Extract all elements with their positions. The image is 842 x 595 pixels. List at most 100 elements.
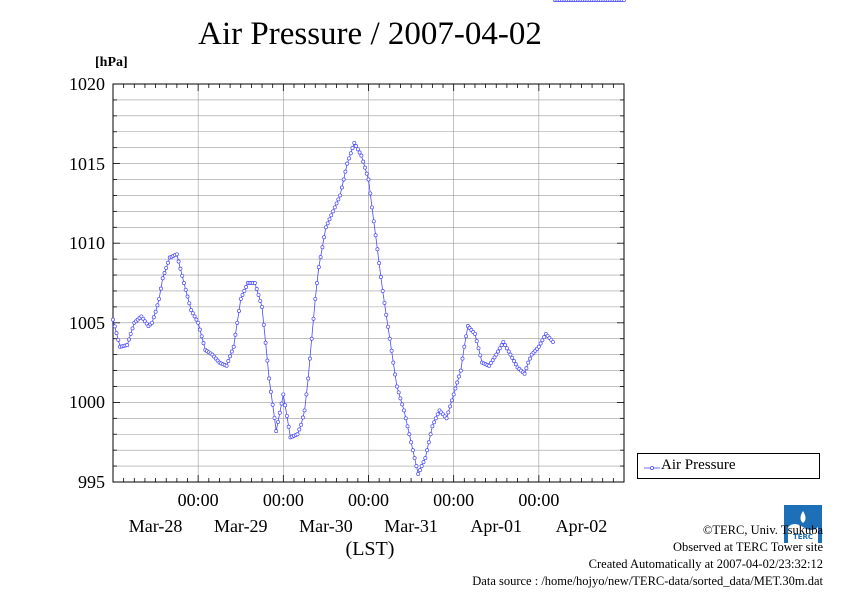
data-point — [488, 361, 493, 365]
data-point — [421, 460, 426, 465]
data-point — [226, 359, 231, 363]
data-point — [412, 456, 417, 461]
data-point — [299, 422, 304, 427]
data-point — [389, 348, 394, 353]
data-point — [348, 151, 353, 156]
data-point — [371, 219, 376, 224]
data-point — [433, 416, 438, 421]
data-point — [396, 390, 401, 395]
data-point — [513, 362, 518, 367]
data-point — [538, 341, 543, 346]
data-point — [391, 360, 396, 365]
data-point — [281, 392, 286, 397]
data-point — [416, 472, 421, 476]
data-point — [487, 363, 492, 368]
data-point — [128, 331, 133, 336]
data-point — [189, 308, 194, 313]
data-point — [325, 221, 330, 226]
data-point — [261, 322, 266, 327]
data-point — [150, 320, 154, 325]
data-point — [451, 392, 456, 397]
data-point — [524, 366, 529, 371]
data-point — [297, 427, 302, 432]
data-point — [242, 289, 247, 293]
y-tick-label: 1005 — [69, 312, 105, 333]
data-point — [474, 339, 479, 344]
data-point — [378, 275, 383, 279]
data-point — [254, 287, 259, 291]
data-point — [341, 177, 346, 182]
data-point — [130, 326, 135, 331]
data-point — [345, 161, 350, 166]
data-point — [201, 341, 206, 346]
data-point — [506, 349, 511, 354]
data-point — [394, 384, 399, 389]
data-point — [462, 344, 467, 349]
terc-logo: TERC — [784, 505, 822, 543]
data-point — [114, 331, 119, 336]
data-point — [151, 315, 156, 320]
data-point — [508, 352, 513, 357]
data-source-text: Data source : /home/hojyo/new/TERC-data/… — [472, 574, 823, 588]
data-point — [311, 316, 316, 321]
data-point — [316, 265, 321, 270]
data-point — [276, 419, 280, 424]
data-point — [393, 372, 398, 377]
x-axis-label: (LST) — [345, 538, 395, 560]
data-point — [368, 191, 373, 196]
data-point — [263, 340, 268, 345]
data-point — [331, 209, 335, 214]
data-point — [510, 355, 515, 360]
data-point — [336, 197, 341, 202]
data-point — [183, 287, 188, 292]
data-point — [237, 308, 241, 313]
data-point — [347, 156, 351, 161]
data-point — [460, 356, 465, 361]
x-tick-time-label: 00:00 — [262, 490, 304, 510]
data-point — [279, 401, 284, 406]
data-point — [425, 448, 430, 453]
data-point — [265, 358, 270, 363]
created-text: Created Automatically at 2007-04-02/23:3… — [588, 557, 823, 571]
data-point — [540, 338, 545, 343]
data-point — [409, 440, 414, 445]
data-point — [453, 386, 458, 391]
data-point — [418, 468, 422, 473]
data-point — [551, 339, 555, 344]
data-point — [366, 177, 371, 182]
observed-text: Observed at TERC Tower site — [672, 540, 823, 554]
data-point — [157, 296, 162, 301]
data-point — [355, 147, 360, 152]
data-point — [111, 317, 115, 322]
data-point — [359, 153, 364, 158]
data-point — [400, 402, 405, 407]
data-point — [258, 298, 263, 303]
data-point — [162, 271, 167, 275]
data-point — [382, 300, 387, 305]
data-point — [363, 165, 367, 170]
data-point — [268, 389, 273, 394]
legend-label: Air Pressure — [661, 457, 736, 473]
y-tick-label: 1010 — [69, 233, 105, 254]
data-point — [322, 235, 327, 240]
data-point — [272, 415, 277, 420]
data-point — [497, 346, 502, 351]
data-point — [194, 317, 199, 322]
data-point — [284, 413, 289, 418]
data-point — [238, 296, 243, 301]
data-point — [339, 185, 344, 190]
data-point — [526, 360, 531, 365]
data-point — [444, 416, 449, 421]
data-point — [158, 286, 163, 291]
data-point — [256, 292, 261, 297]
data-point — [277, 410, 282, 415]
x-tick-time-label: 00:00 — [177, 490, 219, 510]
data-point — [407, 432, 412, 437]
data-point — [286, 424, 291, 429]
data-point — [323, 225, 328, 230]
data-point — [127, 337, 131, 342]
x-tick-time-label: 00:00 — [347, 490, 389, 510]
data-point — [435, 412, 440, 417]
data-point — [229, 349, 234, 354]
data-point — [244, 285, 249, 289]
